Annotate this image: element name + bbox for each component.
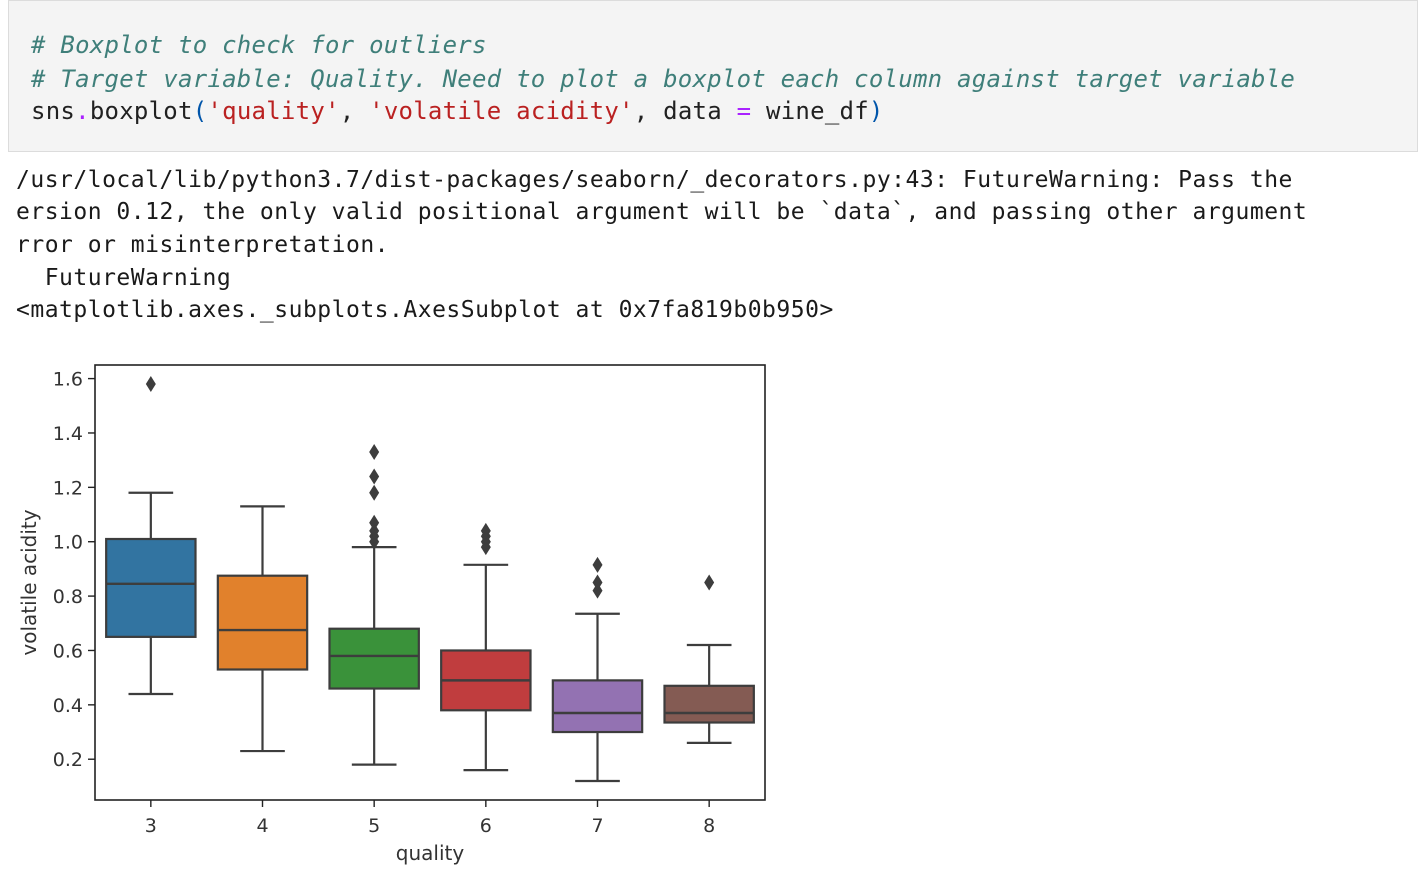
code-token-comma: , [339,97,370,125]
code-token-equals: = [736,97,752,125]
code-token-open-paren: ( [192,97,208,125]
output-result-line: <matplotlib.axes._subplots.AxesSubplot a… [16,297,834,323]
y-axis-label: volatile acidity [17,509,41,655]
code-token-module: sns [31,97,76,125]
x-tick-label: 3 [145,815,157,837]
boxes [105,376,755,783]
code-token-close-paren: ) [868,97,884,125]
code-token-arg-volatile-acidity: 'volatile acidity' [369,97,634,125]
y-tick-label: 1.6 [53,369,83,391]
x-axis-label: quality [396,841,465,865]
code-token-arg-quality: 'quality' [207,97,340,125]
code-statement-line: sns.boxplot('quality', 'volatile acidity… [31,96,884,126]
outlier-point [369,514,380,531]
box-7 [551,556,644,783]
box-5 [328,444,420,766]
outlier-point [369,444,380,460]
y-tick-label: 0.4 [53,695,83,717]
code-comment-line-1: # Boxplot to check for outliers [31,31,487,59]
box-6 [440,522,532,772]
y-tick-label: 0.6 [53,640,83,662]
y-axis: 0.2 0.4 0.6 0.8 1.0 1.2 1.4 1.6 [53,369,95,771]
x-tick-label: 5 [368,815,380,837]
x-tick-label: 6 [480,815,492,837]
x-axis: 3 4 5 6 7 8 [145,800,715,837]
outlier-point [592,574,603,591]
y-tick-label: 0.2 [53,749,83,771]
y-tick-label: 0.8 [53,586,83,608]
box-iqr [216,574,309,671]
code-token-function: boxplot [89,97,193,125]
code-comment-line-2: # Target variable: Quality. Need to plot… [31,65,1296,93]
output-warning-line-4: FutureWarning [16,265,232,291]
x-tick-label: 7 [591,815,603,837]
box-iqr [105,537,197,638]
output-warning-line-2: ersion 0.12, the only valid positional a… [16,199,1308,225]
code-input-cell[interactable]: # Boxplot to check for outliers # Target… [8,0,1418,152]
box-iqr [551,679,644,734]
outlier-point [592,582,603,599]
outlier-point [592,556,603,573]
box-iqr [663,684,755,724]
code-token-dot: . [75,97,90,125]
axes-frame [94,364,766,801]
box-iqr [328,627,420,690]
x-tick-label: 8 [703,815,715,837]
outlier-point [369,484,380,501]
y-tick-label: 1.0 [53,532,83,554]
outlier-point [480,522,491,539]
output-warning-line-1: /usr/local/lib/python3.7/dist-packages/s… [16,167,1293,193]
box-4 [216,505,309,753]
outlier-point [369,522,380,539]
outlier-point [704,574,715,591]
code-token-wine-df: wine_df [751,97,869,125]
code-token-data-kw: , data [633,97,737,125]
box-3 [105,376,197,696]
outlier-point [369,468,380,485]
y-tick-label: 1.2 [53,477,83,499]
y-tick-label: 1.4 [53,423,83,445]
output-warning-line-3: rror or misinterpretation. [16,232,390,258]
x-tick-label: 4 [256,815,268,837]
box-8 [663,574,755,745]
outlier-point [145,376,156,393]
